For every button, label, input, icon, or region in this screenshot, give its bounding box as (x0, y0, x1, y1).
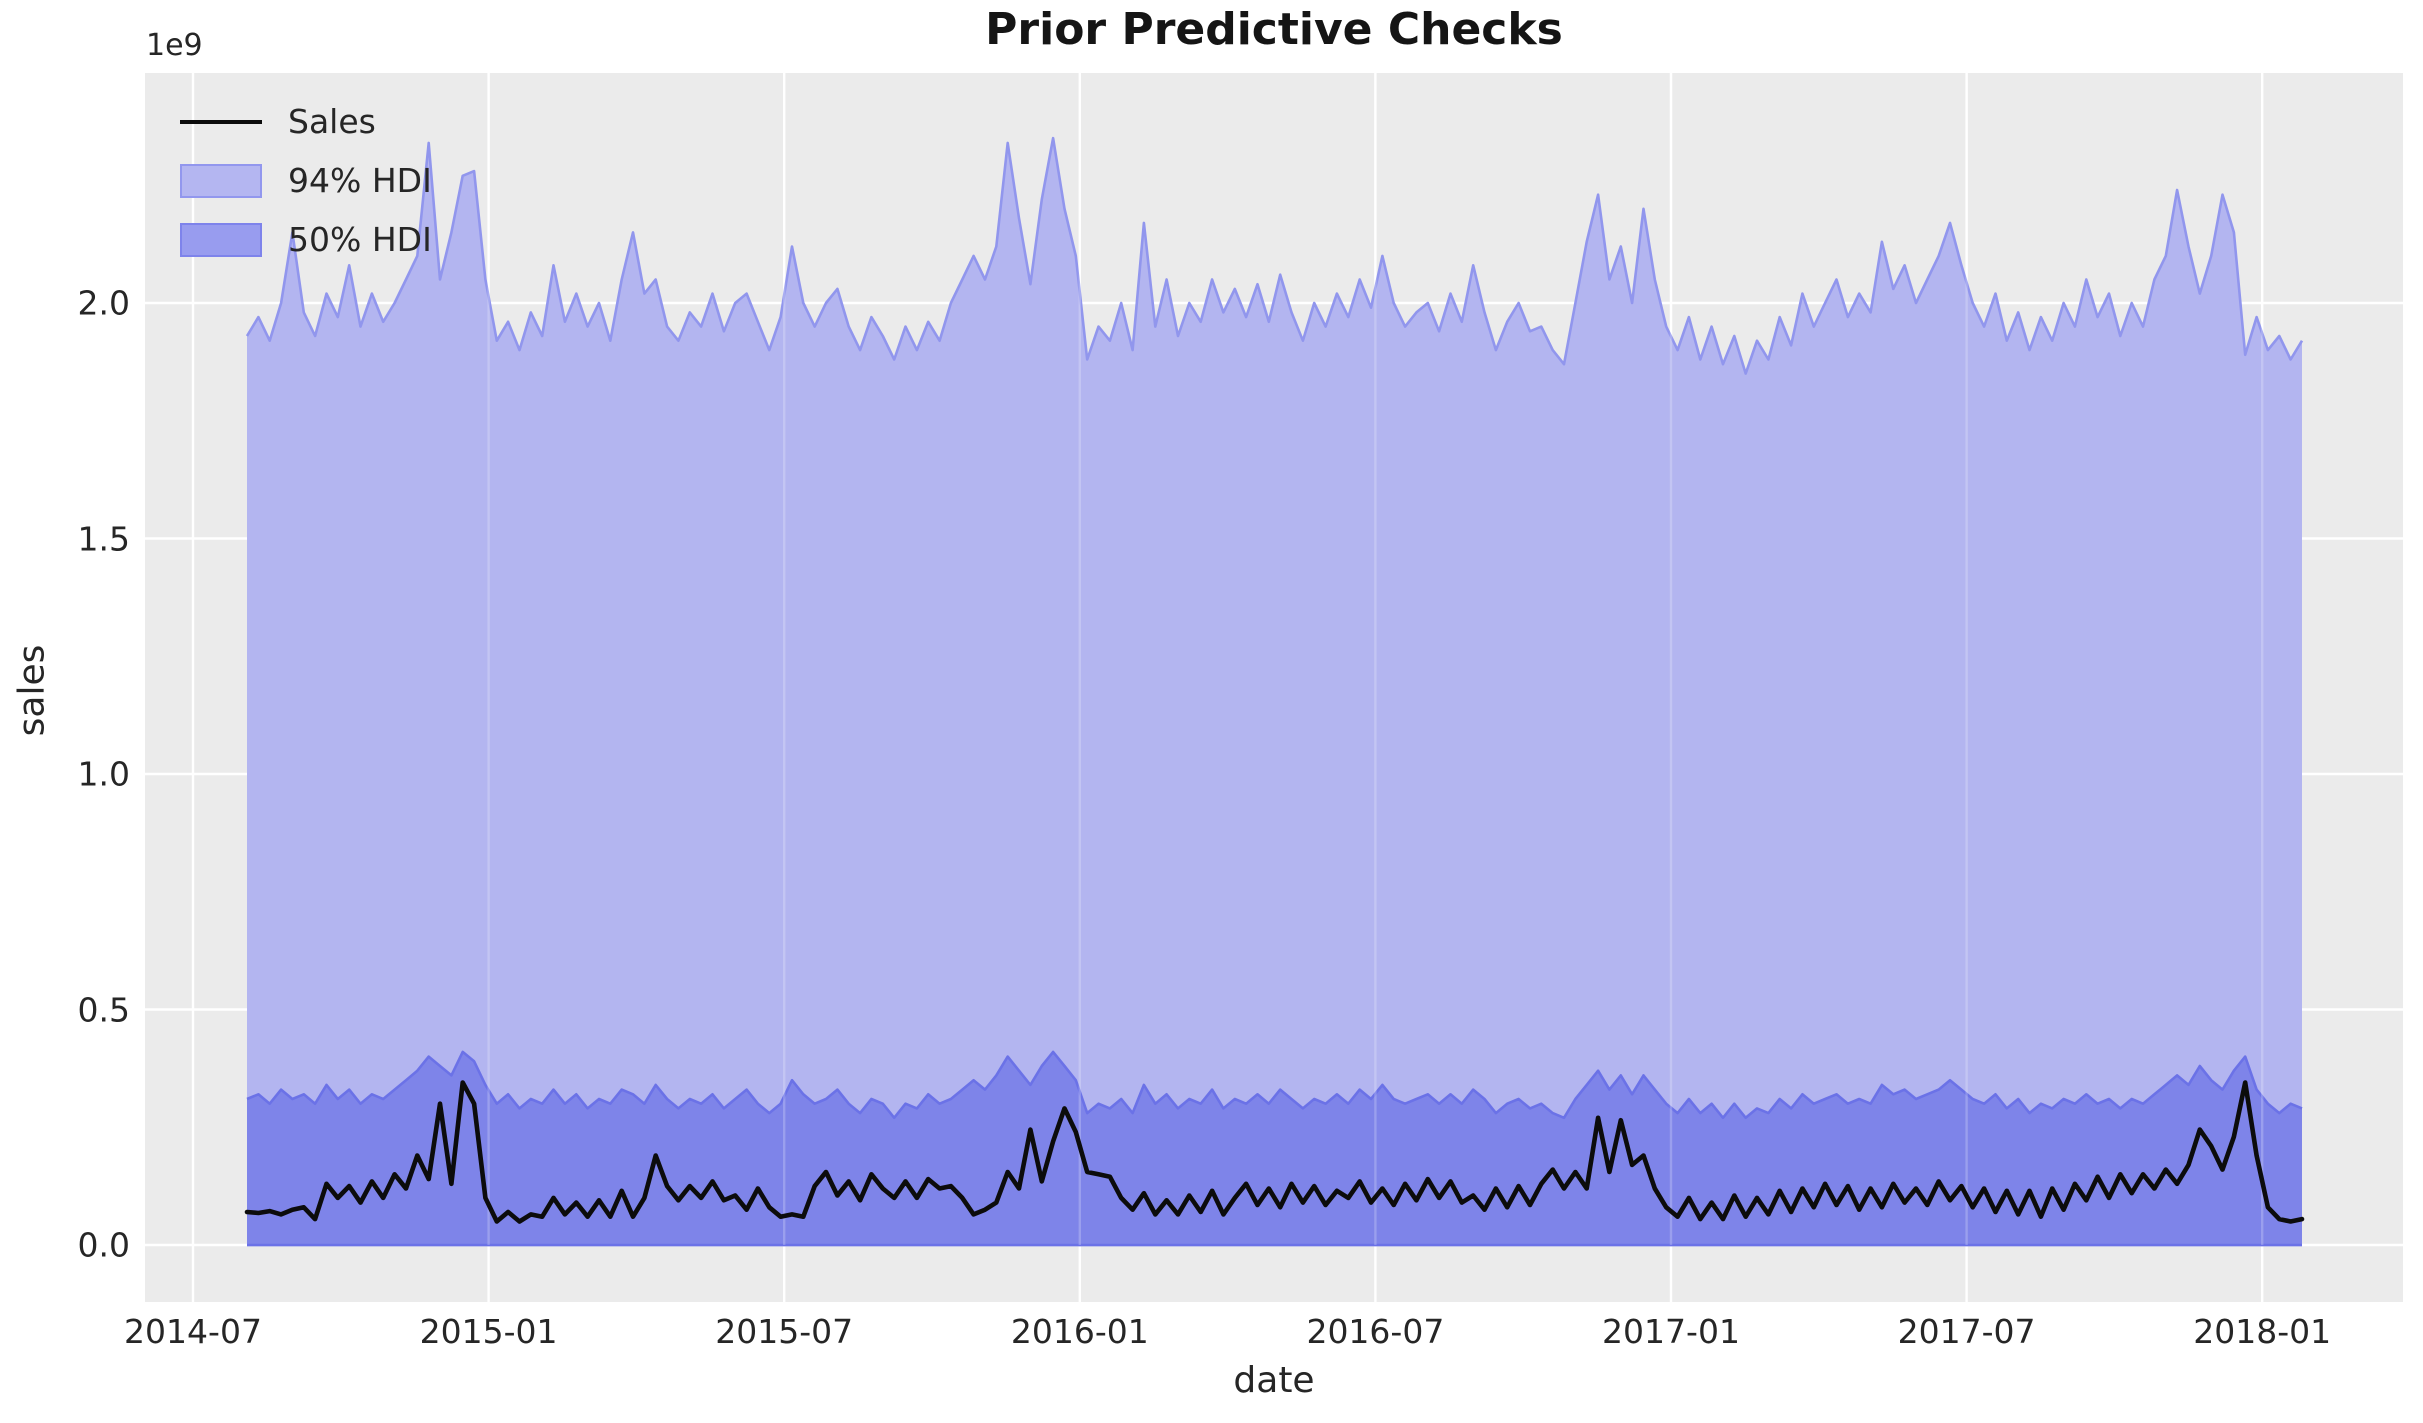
sales-line (244, 1080, 2305, 1224)
y-axis-label: sales (11, 644, 53, 737)
x-tick-2015-01: 2015-01 (419, 1312, 558, 1351)
x-tick-2017-07: 2017-07 (1897, 1312, 2036, 1351)
y-axis-offset-label: 1e9 (146, 28, 203, 63)
legend-item-sales: Sales (180, 102, 432, 141)
legend: Sales 94% HDI 50% HDI (180, 102, 432, 259)
legend-item-hdi50: 50% HDI (180, 220, 432, 259)
x-axis-label: date (1233, 1360, 1315, 1401)
hdi50-patch-swatch-icon (180, 222, 262, 257)
legend-label-hdi50: 50% HDI (288, 220, 432, 259)
hdi-94-band (247, 138, 2302, 1246)
y-tick-2.0: 2.0 (77, 283, 130, 323)
sales-line-swatch-icon (180, 119, 262, 124)
x-tick-2018-01: 2018-01 (2193, 1312, 2332, 1351)
x-tick-2015-07: 2015-07 (715, 1312, 854, 1351)
x-tick-2016-07: 2016-07 (1306, 1312, 1445, 1351)
y-tick-0.5: 0.5 (77, 990, 130, 1029)
x-tick-2014-07: 2014-07 (124, 1312, 262, 1351)
x-tick-2017-01: 2017-01 (1602, 1312, 1740, 1351)
legend-item-hdi94: 94% HDI (180, 161, 432, 200)
x-tick-2016-01: 2016-01 (1010, 1312, 1149, 1351)
y-tick-1.5: 1.5 (77, 519, 130, 558)
hdi-50-upper-edge (246, 1050, 2303, 1120)
y-tick-0.0: 0.0 (77, 1225, 130, 1265)
legend-label-sales: Sales (288, 102, 376, 141)
hdi94-patch-swatch-icon (180, 163, 262, 198)
hdi-94-upper-edge (245, 136, 2304, 375)
y-tick-1.0: 1.0 (77, 754, 130, 794)
legend-label-hdi94: 94% HDI (288, 161, 432, 200)
chart-title: Prior Predictive Checks (985, 4, 1563, 55)
